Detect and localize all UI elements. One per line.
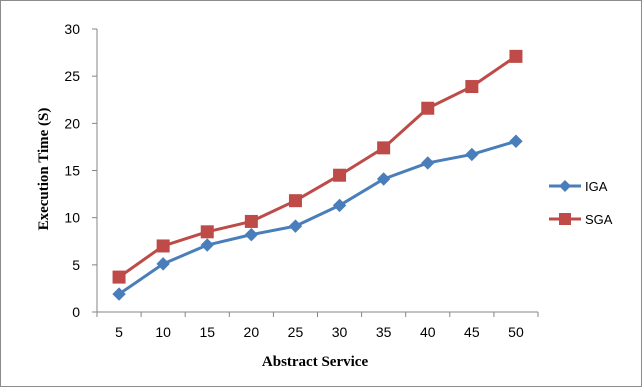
sga-point (156, 239, 170, 253)
x-tick-label: 25 (288, 324, 304, 340)
iga-point (509, 134, 523, 148)
y-tick-label: 20 (64, 115, 80, 131)
series-sga (112, 49, 523, 284)
y-tick-label: 15 (64, 163, 80, 179)
x-tick-label: 45 (464, 324, 480, 340)
y-tick-label: 0 (72, 304, 80, 320)
series-layer (112, 49, 523, 301)
x-tick-label: 20 (244, 324, 260, 340)
iga-point (421, 156, 435, 170)
y-tick-label: 30 (64, 21, 80, 37)
iga-point (112, 287, 126, 301)
sga-point (244, 214, 258, 228)
series-iga (112, 134, 523, 301)
y-tick-label: 10 (64, 210, 80, 226)
sga-point (509, 49, 523, 63)
sga-point (377, 141, 391, 155)
sga-point (112, 270, 126, 284)
x-axis-title: Abstract Service (262, 354, 369, 370)
x-tick-label: 40 (420, 324, 436, 340)
y-axis-title: Execution Time (S) (36, 108, 52, 231)
x-tick-label: 15 (199, 324, 215, 340)
axes: 0 5 10 15 20 25 30 5 10 15 20 25 30 35 40 45 50 (64, 21, 539, 340)
legend: IGA SGA (549, 179, 613, 227)
sga-point (333, 168, 347, 182)
legend-label: SGA (585, 212, 613, 227)
iga-point (244, 227, 259, 242)
legend-item-iga: IGA (549, 179, 608, 194)
iga-point (156, 257, 170, 271)
legend-label: IGA (585, 179, 608, 194)
iga-point (200, 238, 214, 252)
sga-point (421, 101, 435, 115)
sga-line (118, 55, 517, 279)
y-tick-label: 25 (64, 68, 80, 84)
legend-marker-diamond (559, 180, 571, 192)
iga-line (118, 139, 517, 296)
iga-point (288, 219, 303, 233)
iga-point (332, 198, 347, 213)
sga-point (200, 225, 214, 239)
x-tick-label: 10 (155, 324, 171, 340)
sga-point (465, 80, 479, 94)
x-tick-label: 35 (376, 324, 392, 340)
legend-item-sga: SGA (549, 212, 613, 227)
x-tick-label: 5 (115, 324, 123, 340)
y-tick-label: 5 (72, 257, 80, 273)
iga-point (376, 172, 391, 186)
sga-point (288, 194, 302, 208)
x-tick-label: 30 (332, 324, 348, 340)
iga-point (465, 147, 479, 162)
x-tick-label: 50 (508, 324, 524, 340)
legend-marker-square (559, 213, 571, 225)
